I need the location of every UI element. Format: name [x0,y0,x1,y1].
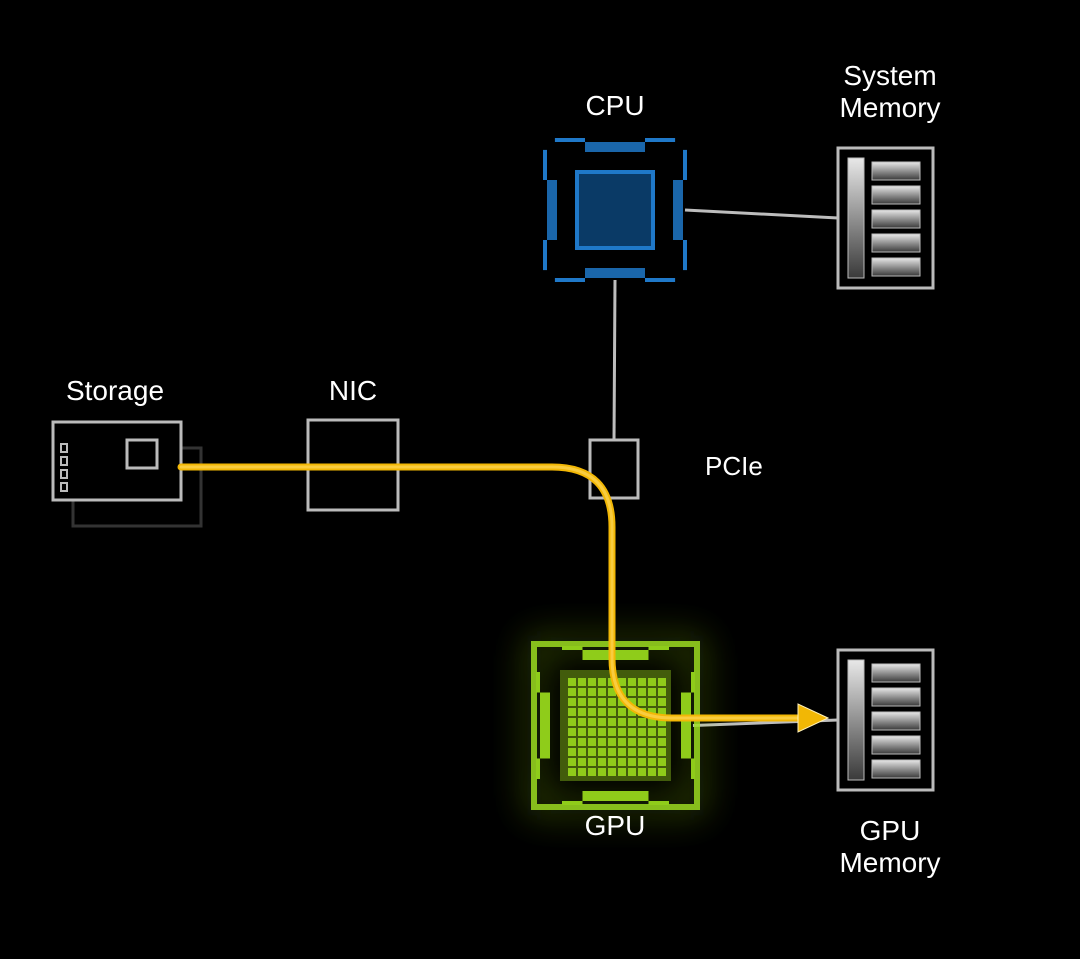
system-memory-label: System [843,60,936,91]
data-path-highlight [181,467,798,718]
gpu-memory-label: GPU [860,815,921,846]
cpu-node [545,140,685,280]
gpu-memory-node [838,650,933,790]
storage-node [53,422,201,526]
edge-cpu-pcie [614,280,615,440]
cpu-label: CPU [585,90,644,121]
gpu-label: GPU [585,810,646,841]
pcie-label: PCIe [705,451,763,481]
data-path [181,467,798,718]
data-path-arrow [798,704,828,732]
data-path-layer [181,467,828,732]
storage-label: Storage [66,375,164,406]
edge-cpu-sysmem [685,210,838,218]
nic-label: NIC [329,375,377,406]
pcie-node [590,440,638,498]
system-memory-label: Memory [839,92,940,123]
gpu-memory-label: Memory [839,847,940,878]
system-memory-node [838,148,933,288]
